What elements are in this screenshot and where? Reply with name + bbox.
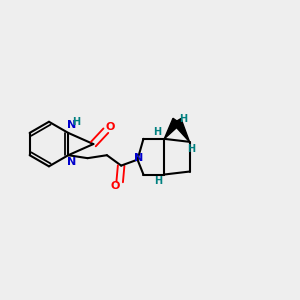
Polygon shape: [164, 118, 181, 139]
Polygon shape: [173, 118, 190, 142]
Text: H: H: [154, 176, 162, 186]
Text: N: N: [68, 157, 77, 167]
Text: O: O: [110, 181, 120, 191]
Text: H: H: [153, 127, 161, 137]
Text: H: H: [187, 144, 195, 154]
Text: N: N: [67, 121, 76, 130]
Text: H: H: [179, 114, 188, 124]
Text: H: H: [72, 117, 80, 127]
Text: N: N: [134, 153, 144, 163]
Text: O: O: [105, 122, 114, 132]
